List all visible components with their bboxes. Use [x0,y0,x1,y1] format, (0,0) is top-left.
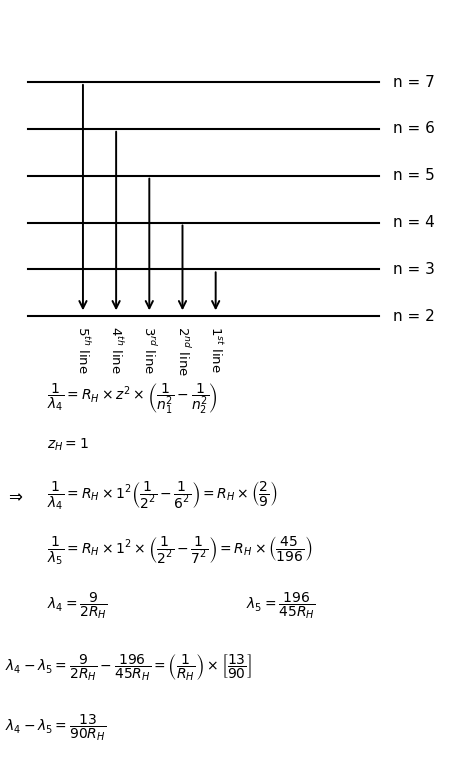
Text: $\dfrac{1}{\lambda_4} = R_H \times z^2 \times \left(\dfrac{1}{n_1^2} - \dfrac{1}: $\dfrac{1}{\lambda_4} = R_H \times z^2 \… [47,381,218,415]
Text: $\lambda_4 - \lambda_5 = \dfrac{13}{90R_H}$: $\lambda_4 - \lambda_5 = \dfrac{13}{90R_… [5,712,106,744]
Text: $z_H = 1$: $z_H = 1$ [47,437,89,453]
Text: $\Rightarrow$: $\Rightarrow$ [5,487,23,505]
Text: n = 5: n = 5 [393,168,435,184]
Text: n = 2: n = 2 [393,308,435,324]
Text: $\lambda_4 = \dfrac{9}{2R_H}$: $\lambda_4 = \dfrac{9}{2R_H}$ [47,590,108,621]
Text: 1$^{st}$ line: 1$^{st}$ line [208,326,223,373]
Text: n = 7: n = 7 [393,74,435,90]
Text: $\dfrac{1}{\lambda_5} = R_H \times 1^2 \times \left(\dfrac{1}{2^2} - \dfrac{1}{7: $\dfrac{1}{\lambda_5} = R_H \times 1^2 \… [47,534,313,567]
Text: $\dfrac{1}{\lambda_4} = R_H \times 1^2\left(\dfrac{1}{2^2} - \dfrac{1}{6^2}\righ: $\dfrac{1}{\lambda_4} = R_H \times 1^2\l… [47,480,278,512]
Text: n = 6: n = 6 [393,121,435,137]
Text: $\lambda_5 = \dfrac{196}{45R_H}$: $\lambda_5 = \dfrac{196}{45R_H}$ [246,590,316,621]
Text: $\lambda_4 - \lambda_5 = \dfrac{9}{2R_H} - \dfrac{196}{45R_H} = \left(\dfrac{1}{: $\lambda_4 - \lambda_5 = \dfrac{9}{2R_H}… [5,652,252,683]
Text: n = 4: n = 4 [393,215,435,230]
Text: 3$^{rd}$ line: 3$^{rd}$ line [141,326,157,375]
Text: 4$^{th}$ line: 4$^{th}$ line [108,326,124,374]
Text: 5$^{th}$ line: 5$^{th}$ line [75,326,91,374]
Text: 2$^{nd}$ line: 2$^{nd}$ line [174,326,191,376]
Text: n = 3: n = 3 [393,262,435,277]
